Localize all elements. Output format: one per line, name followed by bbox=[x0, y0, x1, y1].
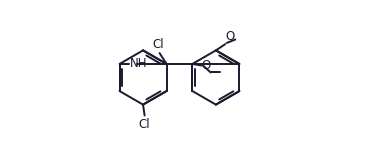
Text: Cl: Cl bbox=[139, 118, 150, 131]
Text: O: O bbox=[202, 59, 211, 72]
Text: Cl: Cl bbox=[152, 38, 164, 51]
Text: NH: NH bbox=[130, 58, 147, 70]
Text: O: O bbox=[226, 30, 235, 43]
